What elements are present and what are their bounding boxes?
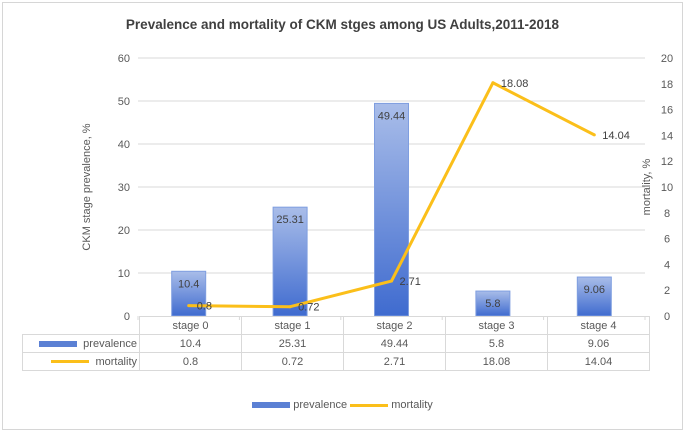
data-label-prevalence: 9.06 (584, 284, 605, 296)
data-label-mortality: 18.08 (501, 78, 529, 90)
table-cell: 14.04 (547, 352, 650, 371)
data-table-row-prevalence: prevalence 10.4 25.31 49.44 5.8 9.06 (22, 334, 650, 353)
y2-tick-label: 0 (664, 311, 670, 323)
point-mortality (592, 133, 596, 137)
data-label-mortality: 2.71 (400, 276, 421, 288)
y2-tick-label: 18 (661, 79, 673, 91)
y2-tick-label: 4 (664, 259, 670, 271)
row-header-mortality: mortality (22, 352, 140, 371)
category-label: stage 4 (547, 316, 650, 335)
y-tick-label: 50 (118, 96, 130, 108)
chart-legend: prevalence mortality (0, 399, 685, 411)
y2-tick-label: 12 (661, 156, 673, 168)
table-cell: 49.44 (343, 334, 446, 353)
y2-tick-label: 16 (661, 105, 673, 117)
data-label-mortality: 14.04 (602, 130, 630, 142)
y2-tick-label: 8 (664, 208, 670, 220)
data-label-mortality: 0.72 (298, 302, 319, 314)
data-label-prevalence: 25.31 (276, 214, 304, 226)
y2-tick-label: 14 (661, 130, 673, 142)
bar-prevalence (272, 206, 308, 317)
y-tick-label: 40 (118, 139, 130, 151)
table-cell: 18.08 (445, 352, 548, 371)
point-mortality (288, 305, 292, 309)
y2-tick-label: 20 (661, 53, 673, 65)
table-cell: 9.06 (547, 334, 650, 353)
y-tick-label: 60 (118, 53, 130, 65)
category-label: stage 2 (343, 316, 446, 335)
row-header-prevalence: prevalence (22, 334, 140, 353)
data-table-row-mortality: mortality 0.8 0.72 2.71 18.08 14.04 (22, 352, 650, 371)
point-mortality (491, 81, 495, 85)
data-label-mortality: 0.8 (197, 301, 212, 313)
bar-prevalence (475, 290, 511, 317)
point-mortality (187, 304, 191, 308)
y-tick-label: 20 (118, 225, 130, 237)
data-table: stage 0 stage 1 stage 2 stage 3 stage 4 … (22, 316, 650, 371)
table-cell: 0.72 (241, 352, 344, 371)
data-table-corner (22, 316, 140, 335)
table-cell: 5.8 (445, 334, 548, 353)
data-label-prevalence: 5.8 (485, 298, 500, 310)
y2-tick-label: 10 (661, 182, 673, 194)
data-label-prevalence: 10.4 (178, 278, 199, 290)
row-header-label: mortality (95, 355, 137, 368)
chart-title: Prevalence and mortality of CKM stges am… (125, 17, 560, 32)
row-header-label: prevalence (83, 337, 137, 350)
legend-mortality-swatch (350, 403, 389, 407)
bar-prevalence (576, 276, 612, 317)
y-tick-label: 10 (118, 268, 130, 280)
mortality-legend-key (51, 360, 90, 364)
table-cell: 2.71 (343, 352, 446, 371)
category-label: stage 1 (241, 316, 344, 335)
table-cell: 0.8 (139, 352, 242, 371)
category-label: stage 3 (445, 316, 548, 335)
legend-mortality-label: mortality (391, 399, 433, 412)
y-tick-label: 30 (118, 182, 130, 194)
point-mortality (390, 279, 393, 283)
bar-prevalence (171, 270, 207, 317)
y2-axis-title: mortality, % (641, 158, 653, 215)
prevalence-legend-key (39, 340, 78, 347)
table-cell: 10.4 (139, 334, 242, 353)
y-axis-title: CKM stage prevalence, % (81, 123, 93, 250)
y2-tick-label: 6 (664, 234, 670, 246)
data-label-prevalence: 49.44 (378, 110, 406, 122)
data-table-header-row: stage 0 stage 1 stage 2 stage 3 stage 4 (22, 316, 650, 335)
category-label: stage 0 (139, 316, 242, 335)
y2-tick-label: 2 (664, 285, 670, 297)
legend-prevalence-label: prevalence (293, 399, 348, 412)
legend-prevalence-swatch (252, 402, 291, 409)
table-cell: 25.31 (241, 334, 344, 353)
